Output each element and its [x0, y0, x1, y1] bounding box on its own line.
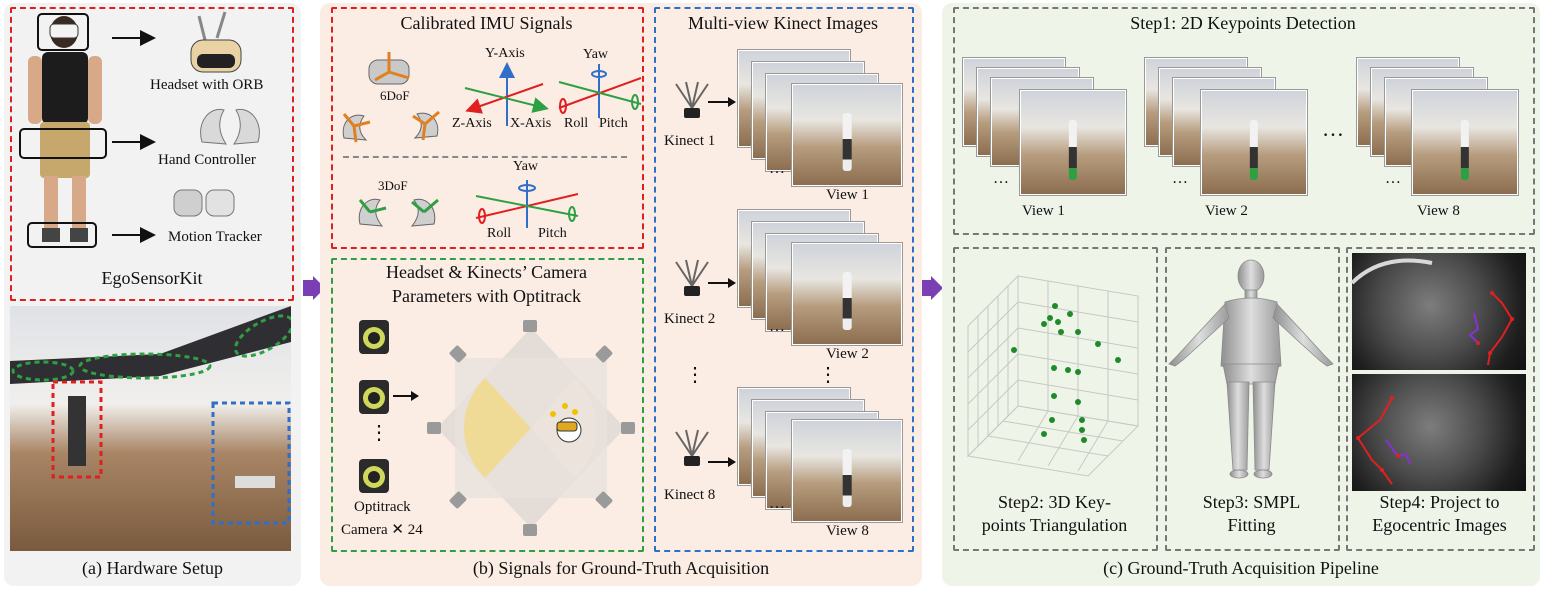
step3-label-2: Fitting — [1227, 515, 1276, 535]
kinect-title: Multi-view Kinect Images — [688, 13, 878, 33]
kinect-arrow-1 — [708, 97, 736, 107]
triangulation-plot — [966, 274, 1140, 477]
kinect-8-image — [792, 420, 902, 522]
yaw-label-3dof: Yaw — [513, 159, 539, 174]
kinect-arrow-2 — [708, 278, 736, 288]
step1-view8-label: View 8 — [1417, 203, 1460, 219]
kinect-1-image — [792, 84, 902, 186]
optitrack-camera-icon-2 — [359, 380, 389, 414]
step1-box — [953, 7, 1535, 235]
x-axis-label: X-Axis — [510, 116, 552, 131]
controller-6dof-right-icon — [412, 110, 440, 141]
step1-middle-ellipsis: … — [1322, 116, 1344, 141]
headset-icon — [190, 11, 242, 73]
optitrack-arrow — [393, 391, 419, 401]
step4-label-1: Step4: Project to — [1379, 492, 1500, 512]
controller-highlight-box — [19, 128, 107, 159]
kinect-1-label: Kinect 1 — [664, 133, 716, 149]
step1-view1-label: View 1 — [1022, 203, 1065, 219]
camera-params-title-1: Headset & Kinects’ Camera — [385, 262, 588, 282]
kinect-vdots: ⋮ — [685, 364, 705, 386]
egocentric-image-2 — [1352, 374, 1526, 491]
person-figure — [28, 16, 102, 242]
controller-3dof-icons — [358, 198, 439, 227]
view-8-label: View 8 — [826, 523, 869, 539]
imu-signals-box — [331, 7, 644, 249]
view-1-label: View 1 — [826, 187, 869, 203]
optitrack-camera-icon-3 — [359, 459, 389, 493]
xyz-axes-diagram — [464, 62, 549, 126]
kinect-arrow-8 — [708, 457, 736, 467]
hand-controller-label: Hand Controller — [158, 152, 256, 168]
view-vdots: ⋮ — [818, 364, 838, 386]
step1-view2-ellipsis: … — [1172, 170, 1188, 187]
step2-label-1: Step2: 3D Key- — [998, 492, 1111, 512]
hand-controller-icon — [200, 108, 260, 145]
step1-title: Step1: 2D Keypoints Detection — [1130, 13, 1356, 33]
kinect-8-ellipsis: … — [769, 495, 785, 512]
kinect-icon-1 — [675, 81, 709, 118]
motion-tracker-icon — [173, 189, 235, 217]
capture-volume-diagram — [427, 320, 635, 536]
camera-params-title-2: Parameters with Optitrack — [392, 286, 581, 306]
rotation-diagram-3dof — [475, 180, 579, 228]
step1-view1-ellipsis: … — [993, 170, 1009, 187]
camera-parameters-box — [331, 258, 644, 552]
motion-tracker-label: Motion Tracker — [168, 229, 262, 245]
arrow-a-to-b — [303, 276, 325, 300]
dof3-label: 3DoF — [378, 178, 408, 193]
kinect-icon-8 — [675, 429, 709, 466]
kinect-2-label: Kinect 2 — [664, 311, 716, 327]
view-2-label: View 2 — [826, 346, 869, 362]
egocentric-image-1 — [1350, 253, 1526, 370]
room-photo — [10, 306, 291, 551]
kinect-2-ellipsis: … — [769, 318, 785, 335]
caption-c: (c) Ground-Truth Acquisition Pipeline — [1103, 558, 1379, 578]
optitrack-camera-icon-1 — [359, 320, 389, 354]
headset-6dof-icon — [368, 52, 410, 85]
roll-label-6dof: Roll — [564, 116, 589, 131]
step1-view8-ellipsis: … — [1385, 170, 1401, 187]
imu-divider — [343, 156, 627, 158]
rotation-diagram-6dof — [558, 64, 642, 118]
caption-b: (b) Signals for Ground-Truth Acquisition — [472, 558, 770, 578]
imu-title: Calibrated IMU Signals — [400, 13, 573, 33]
kinect-images-box — [654, 7, 914, 552]
step3-label-1: Step3: SMPL — [1202, 492, 1301, 512]
kinect-1-ellipsis: … — [769, 160, 785, 177]
step4-box — [1346, 247, 1535, 551]
yaw-label-6dof: Yaw — [583, 47, 609, 62]
step3-box — [1165, 247, 1340, 551]
step1-view2-label: View 2 — [1205, 203, 1248, 219]
smpl-body-model — [1168, 259, 1334, 479]
step4-label-2: Egocentric Images — [1372, 515, 1507, 535]
optitrack-label-2: Camera ✕ 24 — [341, 522, 423, 538]
y-axis-label: Y-Axis — [485, 46, 525, 61]
roll-label-3dof: Roll — [487, 226, 512, 241]
z-axis-label: Z-Axis — [452, 116, 492, 131]
kinect-2-image — [792, 243, 902, 345]
step1-view1-image — [1020, 90, 1126, 195]
pitch-label-3dof: Pitch — [538, 226, 567, 241]
pitch-label-6dof: Pitch — [599, 116, 628, 131]
kit-arrows — [112, 30, 156, 243]
step1-view8-image — [1412, 90, 1518, 195]
ego-sensor-kit-title: EgoSensorKit — [101, 268, 203, 288]
optitrack-vdots: ⋮ — [369, 422, 389, 444]
caption-a: (a) Hardware Setup — [82, 558, 223, 578]
step2-box — [953, 247, 1158, 551]
arrow-b-to-c — [921, 276, 943, 300]
dof6-label: 6DoF — [380, 88, 410, 103]
kinect-icon-2 — [675, 259, 709, 296]
controller-6dof-left-icon — [342, 113, 371, 143]
kinect-8-label: Kinect 8 — [664, 487, 716, 503]
step1-view2-image — [1201, 90, 1307, 195]
ego-sensor-kit-box — [10, 7, 294, 301]
headset-label: Headset with ORB — [150, 77, 264, 93]
step2-label-2: points Triangulation — [981, 515, 1128, 535]
optitrack-label-1: Optitrack — [354, 499, 411, 515]
headset-highlight-box — [37, 13, 89, 51]
tracker-highlight-box — [27, 222, 97, 248]
